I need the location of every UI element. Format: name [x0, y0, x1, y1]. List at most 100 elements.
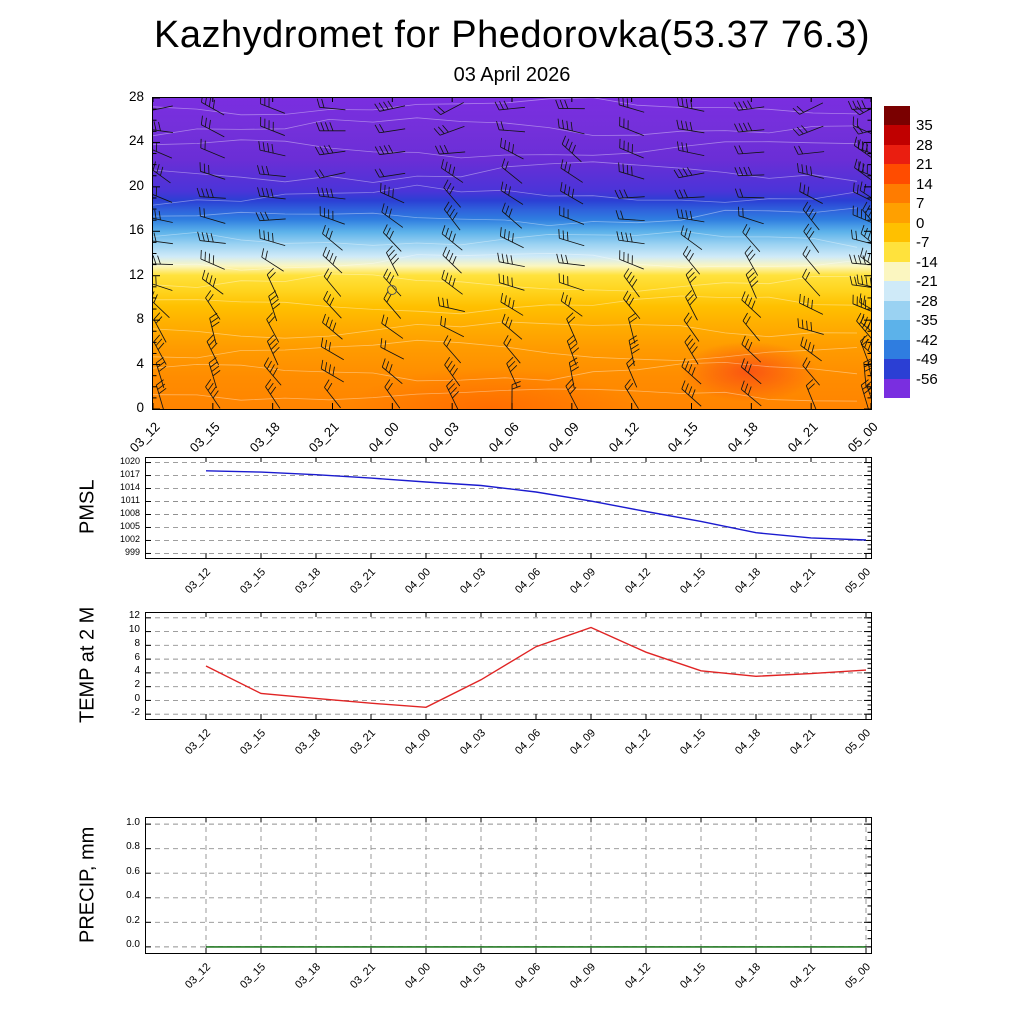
time-tick-label: 04_00	[403, 961, 434, 992]
ytick-label: 2	[134, 679, 140, 691]
time-tick-label: 04_03	[458, 961, 489, 992]
colorbar-tick-label: -42	[916, 331, 938, 349]
ytick-label: 0.4	[126, 890, 140, 902]
ytick-label: 0.8	[126, 841, 140, 853]
colorbar-segment	[884, 203, 910, 223]
time-tick-label: 05_00	[844, 419, 881, 456]
colorbar-segment	[884, 222, 910, 243]
time-tick-label: 03_15	[238, 566, 269, 597]
time-tick-label: 04_21	[788, 566, 819, 597]
time-tick-label: 04_21	[788, 961, 819, 992]
ytick-label: 0	[134, 692, 140, 704]
station-marker	[387, 285, 397, 295]
time-tick-label: 04_06	[513, 566, 544, 597]
cross-ytick-label: 20	[128, 177, 144, 193]
colorbar-segment	[884, 242, 910, 262]
cross-ytick-label: 4	[136, 355, 144, 371]
wind-barbs	[153, 98, 871, 409]
time-tick-label: 04_21	[784, 419, 821, 456]
time-tick-label: 03_21	[348, 566, 379, 597]
colorbar-tick-label: -49	[916, 351, 938, 369]
time-tick-label: 04_18	[733, 727, 764, 758]
precip-time-labels: 03_12 03_15 03_18 03_21 04_00 04_03 04_06 04_09…	[145, 955, 874, 1013]
colorbar-tick-label: 35	[916, 117, 933, 135]
colorbar-segments	[884, 106, 910, 399]
cross-ytick-label: 24	[128, 133, 144, 149]
time-tick-label: 04_09	[568, 961, 599, 992]
ytick-label: 1017	[119, 468, 140, 479]
time-tick-label: 04_15	[664, 419, 702, 456]
cross-ytick-label: 12	[128, 266, 144, 282]
colorbar-tick-label: -14	[916, 253, 938, 271]
gridlines	[146, 462, 871, 554]
time-tick-label: 04_06	[513, 961, 544, 992]
colorbar-tick-label: 21	[916, 156, 933, 174]
time-tick-label: 04_09	[545, 419, 582, 456]
ytick-label: 1005	[119, 520, 140, 531]
date-label: 03 April 2026	[453, 64, 571, 86]
time-tick-label: 04_03	[425, 419, 462, 456]
time-tick-label: 03_21	[305, 419, 343, 456]
cross-ytick-label: 0	[136, 400, 144, 415]
cross-section-panel	[152, 97, 872, 410]
wind-barbs-overlay	[153, 98, 871, 409]
ytick-label: 4	[134, 665, 140, 677]
time-tick-label: 03_15	[238, 961, 269, 992]
ytick-label: 0.2	[126, 914, 140, 926]
colorbar-segment	[884, 183, 910, 204]
time-tick-label: 03_18	[246, 419, 283, 456]
ytick-label: 1.0	[126, 816, 140, 828]
temp-panel	[145, 612, 872, 720]
colorbar-tick-label: 28	[916, 136, 933, 154]
ytick-label: -2	[131, 706, 140, 718]
pmsl-panel	[145, 457, 872, 559]
time-tick-label: 03_18	[293, 566, 324, 597]
precip-y-axis-labels: 1.0 0.8 0.6 0.4 0.2 0.0	[98, 817, 140, 952]
time-tick-label: 03_18	[293, 961, 324, 992]
ytick-label: 1002	[119, 533, 140, 544]
time-tick-label: 04_12	[623, 566, 654, 597]
temp-time-labels: 03_12 03_15 03_18 03_21 04_00 04_03 04_06 04_09…	[145, 721, 874, 779]
axis-ticks	[146, 818, 871, 953]
time-tick-label: 05_00	[843, 727, 874, 758]
colorbar-tick-label: 7	[916, 195, 925, 213]
colorbar-segment	[884, 300, 910, 321]
colorbar-tick-label: -21	[916, 273, 938, 291]
colorbar-tick-label: -35	[916, 312, 938, 330]
colorbar-segment	[884, 378, 910, 399]
colorbar-tick-label: 0	[916, 214, 925, 232]
ytick-label: 10	[128, 624, 140, 636]
time-tick-label: 04_21	[788, 727, 819, 758]
time-tick-label: 04_09	[568, 566, 599, 597]
time-tick-label: 04_18	[733, 566, 764, 597]
time-tick-label: 04_15	[678, 727, 709, 758]
pmsl-time-labels: 03_12 03_15 03_18 03_21 04_00 04_03 04_06 04_09…	[145, 560, 873, 618]
time-tick-label: 05_00	[843, 961, 874, 992]
time-tick-label: 04_12	[623, 961, 654, 992]
axis-ticks	[146, 613, 871, 719]
precip-panel	[145, 817, 872, 954]
pmsl-y-axis-labels: 1020 1017 1014 1011 1008 1005 1002 999	[98, 456, 140, 557]
ytick-label: 0.0	[126, 939, 140, 951]
axis-ticks	[146, 458, 871, 558]
colorbar-tick-label: -56	[916, 370, 938, 388]
precip-chart	[146, 818, 871, 953]
time-tick-label: 03_15	[186, 419, 223, 456]
ytick-label: 8	[134, 637, 140, 649]
colorbar-segment	[884, 320, 910, 340]
colorbar-segment	[884, 281, 910, 301]
ytick-label: 6	[134, 651, 140, 663]
time-tick-label: 04_18	[733, 961, 764, 992]
time-tick-label: 03_21	[348, 727, 379, 758]
time-tick-label: 04_00	[403, 727, 434, 758]
time-tick-label: 03_12	[183, 727, 214, 758]
time-tick-label: 04_00	[403, 566, 434, 597]
colorbar-segment	[884, 359, 910, 379]
time-tick-label: 03_12	[126, 419, 163, 456]
ytick-label: 1008	[119, 507, 140, 518]
ytick-label: 1011	[120, 494, 140, 505]
colorbar-segment	[884, 144, 910, 165]
time-tick-label: 04_06	[485, 419, 522, 456]
time-tick-label: 03_12	[183, 961, 214, 992]
colorbar-tick-label: -28	[916, 292, 938, 310]
